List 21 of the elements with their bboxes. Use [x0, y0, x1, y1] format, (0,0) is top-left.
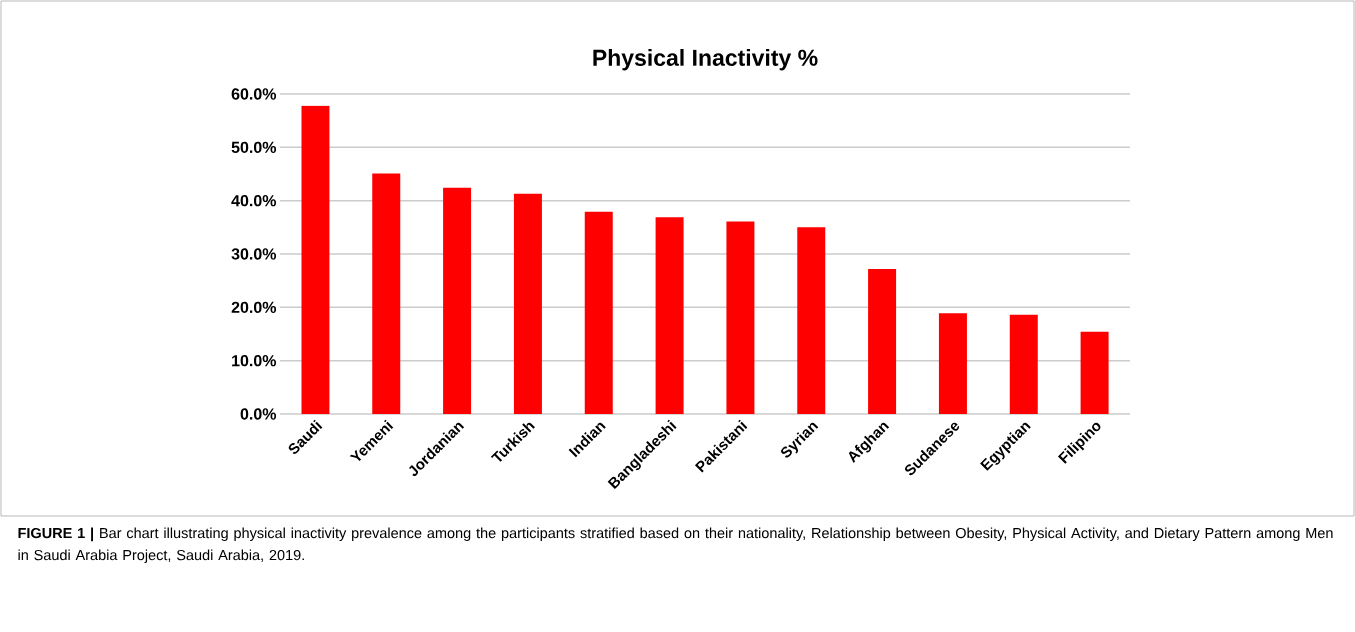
bar	[584, 211, 613, 414]
bar	[868, 268, 897, 414]
y-tick-label: 30.0%	[231, 248, 277, 260]
bar	[1080, 331, 1109, 414]
bar	[1009, 314, 1038, 414]
y-tick-label: 0.0%	[240, 408, 277, 420]
bar	[797, 227, 826, 414]
bar	[513, 193, 542, 414]
chart-title: Physical Inactivity %	[593, 49, 818, 71]
bar	[938, 313, 967, 414]
bar	[726, 221, 755, 414]
bar	[443, 187, 472, 414]
y-tick-label: 40.0%	[231, 195, 277, 207]
y-tick-label: 10.0%	[232, 355, 277, 367]
y-tick-label: 50.0%	[231, 141, 277, 153]
bar	[372, 173, 401, 414]
y-tick-label: 60.0%	[231, 88, 277, 100]
bar	[301, 105, 330, 414]
text: FIGURE 1 | Bar chart illustrating physical inactivity prevalence among the participants stratified based on their nationality, Relationship between Obesity, Physical Activity, and Dietary Pattern among Men in Saudi Arabia Project, Saudi Arabia, 2019.	[18, 527, 1333, 564]
bar	[655, 217, 684, 414]
y-tick-label: 20.0%	[231, 301, 277, 313]
